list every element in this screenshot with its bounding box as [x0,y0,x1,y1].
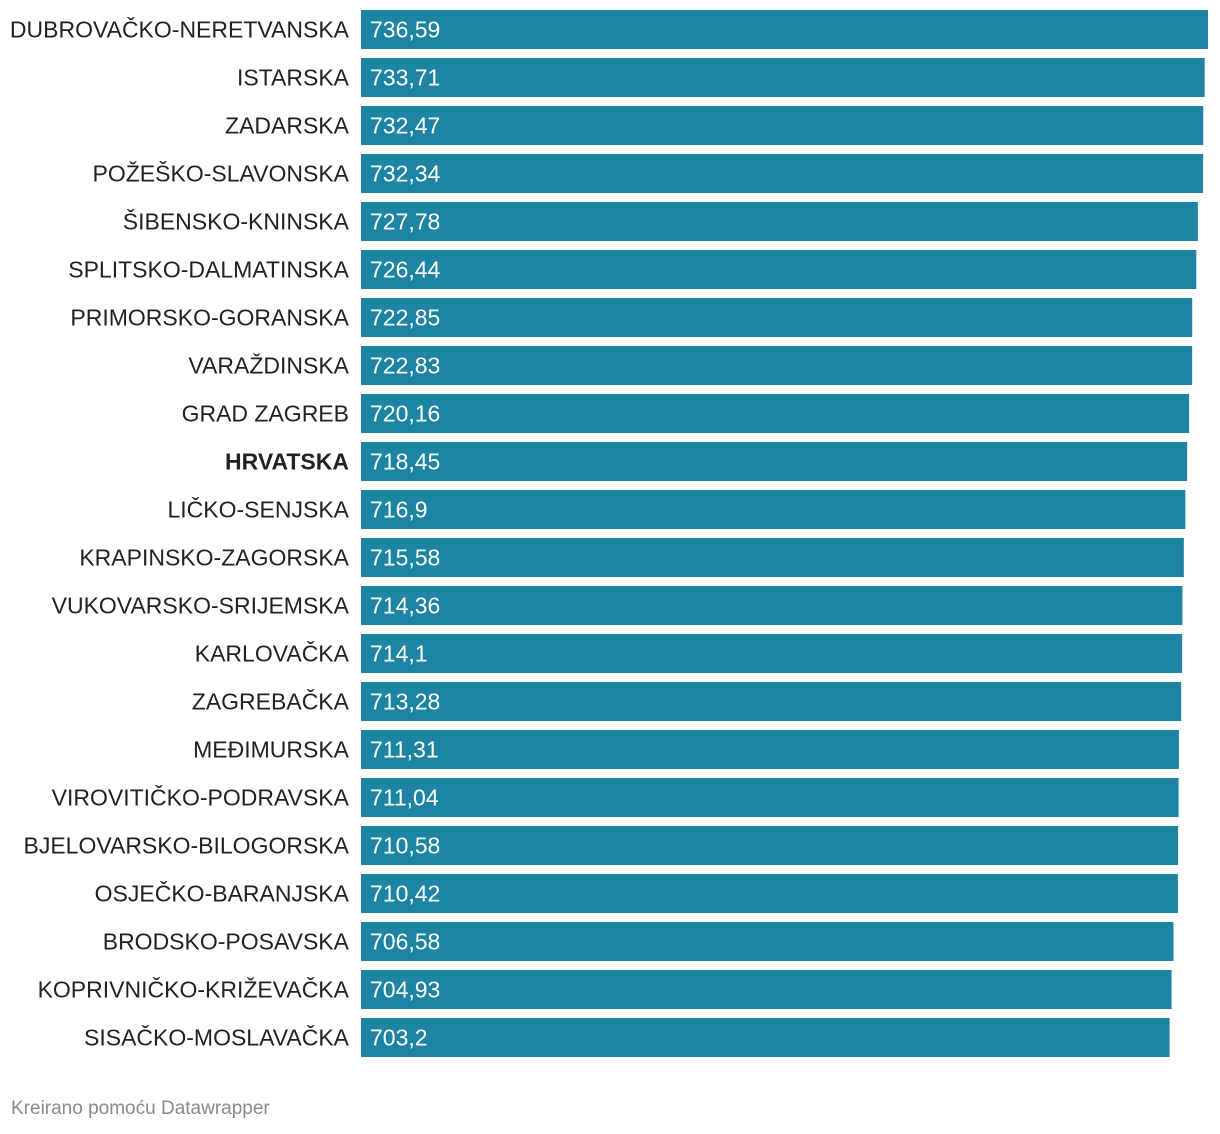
bar-row: GRAD ZAGREB 720,16 [182,394,1190,433]
bar-row: DUBROVAČKO-NERETVANSKA 736,59 [10,10,1208,49]
bar-row: VUKOVARSKO-SRIJEMSKA 714,36 [52,586,1183,625]
category-label: ŠIBENSKO-KNINSKA [123,208,350,235]
bar [361,106,1204,145]
bar-chart: DUBROVAČKO-NERETVANSKA 736,59 ISTARSKA 733,… [10,10,1208,1057]
value-label: 716,9 [370,497,428,523]
value-label: 704,93 [370,977,440,1003]
category-label: ZAGREBAČKA [192,688,350,715]
category-label: ZADARSKA [225,113,350,139]
bar [361,778,1179,817]
value-label: 706,58 [370,929,440,955]
bar-row: LIČKO-SENJSKA 716,9 [168,490,1186,529]
category-label: LIČKO-SENJSKA [168,496,350,523]
value-label: 720,16 [370,401,440,427]
bar [361,346,1193,385]
datawrapper-credit[interactable]: Kreirano pomoću Datawrapper [11,1098,270,1119]
value-label: 711,31 [370,737,439,763]
bar-row: BJELOVARSKO-BILOGORSKA 710,58 [23,826,1179,865]
category-label: DUBROVAČKO-NERETVANSKA [10,16,350,43]
value-label: 713,28 [370,689,440,715]
value-label: 732,47 [370,113,440,139]
bar-row: HRVATSKA 718,45 [225,442,1188,481]
bar-row: PRIMORSKO-GORANSKA 722,85 [70,298,1193,337]
category-label: GRAD ZAGREB [182,401,349,427]
bar-row: OSJEČKO-BARANJSKA 710,42 [95,874,1178,913]
value-label: 727,78 [370,209,440,235]
bar-row: ŠIBENSKO-KNINSKA 727,78 [123,202,1198,241]
category-label: VIROVITIČKO-PODRAVSKA [52,784,350,811]
value-label: 726,44 [370,257,441,283]
category-label: BJELOVARSKO-BILOGORSKA [23,833,349,859]
category-label: KOPRIVNIČKO-KRIŽEVAČKA [38,976,350,1003]
bar-row: ISTARSKA 733,71 [237,58,1205,97]
category-label: PRIMORSKO-GORANSKA [70,305,349,331]
value-label: 710,42 [370,881,440,907]
category-label: HRVATSKA [225,449,349,475]
bar-row: VIROVITIČKO-PODRAVSKA 711,04 [52,778,1179,817]
bar [361,730,1179,769]
bar-row: MEĐIMURSKA 711,31 [193,730,1179,769]
value-label: 714,36 [370,593,440,619]
bar [361,442,1188,481]
bar-row: SPLITSKO-DALMATINSKA 726,44 [68,250,1197,289]
bar [361,538,1184,577]
category-label: OSJEČKO-BARANJSKA [95,880,350,907]
bar-row: KOPRIVNIČKO-KRIŽEVAČKA 704,93 [38,970,1172,1009]
category-label: MEĐIMURSKA [193,737,350,763]
bar-row: SISAČKO-MOSLAVAČKA 703,2 [84,1018,1170,1057]
bar-row: POŽEŠKO-SLAVONSKA 732,34 [93,154,1204,193]
bar [361,1018,1170,1057]
value-label: 714,1 [370,641,428,667]
bar [361,202,1198,241]
value-label: 732,34 [370,161,441,187]
bar-row: ZAGREBAČKA 713,28 [192,682,1182,721]
value-label: 736,59 [370,17,440,43]
value-label: 711,04 [370,785,439,811]
category-label: BRODSKO-POSAVSKA [103,929,350,955]
value-label: 710,58 [370,833,440,859]
bar-row: BRODSKO-POSAVSKA 706,58 [103,922,1174,961]
bar [361,250,1197,289]
category-label: SPLITSKO-DALMATINSKA [68,257,349,283]
value-label: 703,2 [370,1025,428,1051]
bar [361,922,1174,961]
category-label: SISAČKO-MOSLAVAČKA [84,1024,350,1051]
bar [361,970,1172,1009]
bar [361,154,1204,193]
category-label: KRAPINSKO-ZAGORSKA [79,545,349,571]
bar [361,586,1183,625]
bar [361,10,1208,49]
bar [361,826,1179,865]
bar [361,874,1178,913]
value-label: 722,83 [370,353,440,379]
bar-row: ZADARSKA 732,47 [225,106,1204,145]
bar [361,58,1205,97]
bar-row: KARLOVAČKA 714,1 [195,634,1183,673]
category-label: VUKOVARSKO-SRIJEMSKA [52,593,350,619]
category-label: KARLOVAČKA [195,640,350,667]
category-label: POŽEŠKO-SLAVONSKA [93,160,350,187]
value-label: 715,58 [370,545,440,571]
category-label: VARAŽDINSKA [188,353,349,379]
bar [361,634,1183,673]
category-label: ISTARSKA [237,65,350,91]
bar [361,298,1193,337]
value-label: 722,85 [370,305,440,331]
bar-row: KRAPINSKO-ZAGORSKA 715,58 [79,538,1184,577]
value-label: 733,71 [370,65,440,91]
bar [361,682,1182,721]
bar [361,490,1186,529]
bar-row: VARAŽDINSKA 722,83 [188,346,1193,385]
value-label: 718,45 [370,449,440,475]
bar [361,394,1190,433]
